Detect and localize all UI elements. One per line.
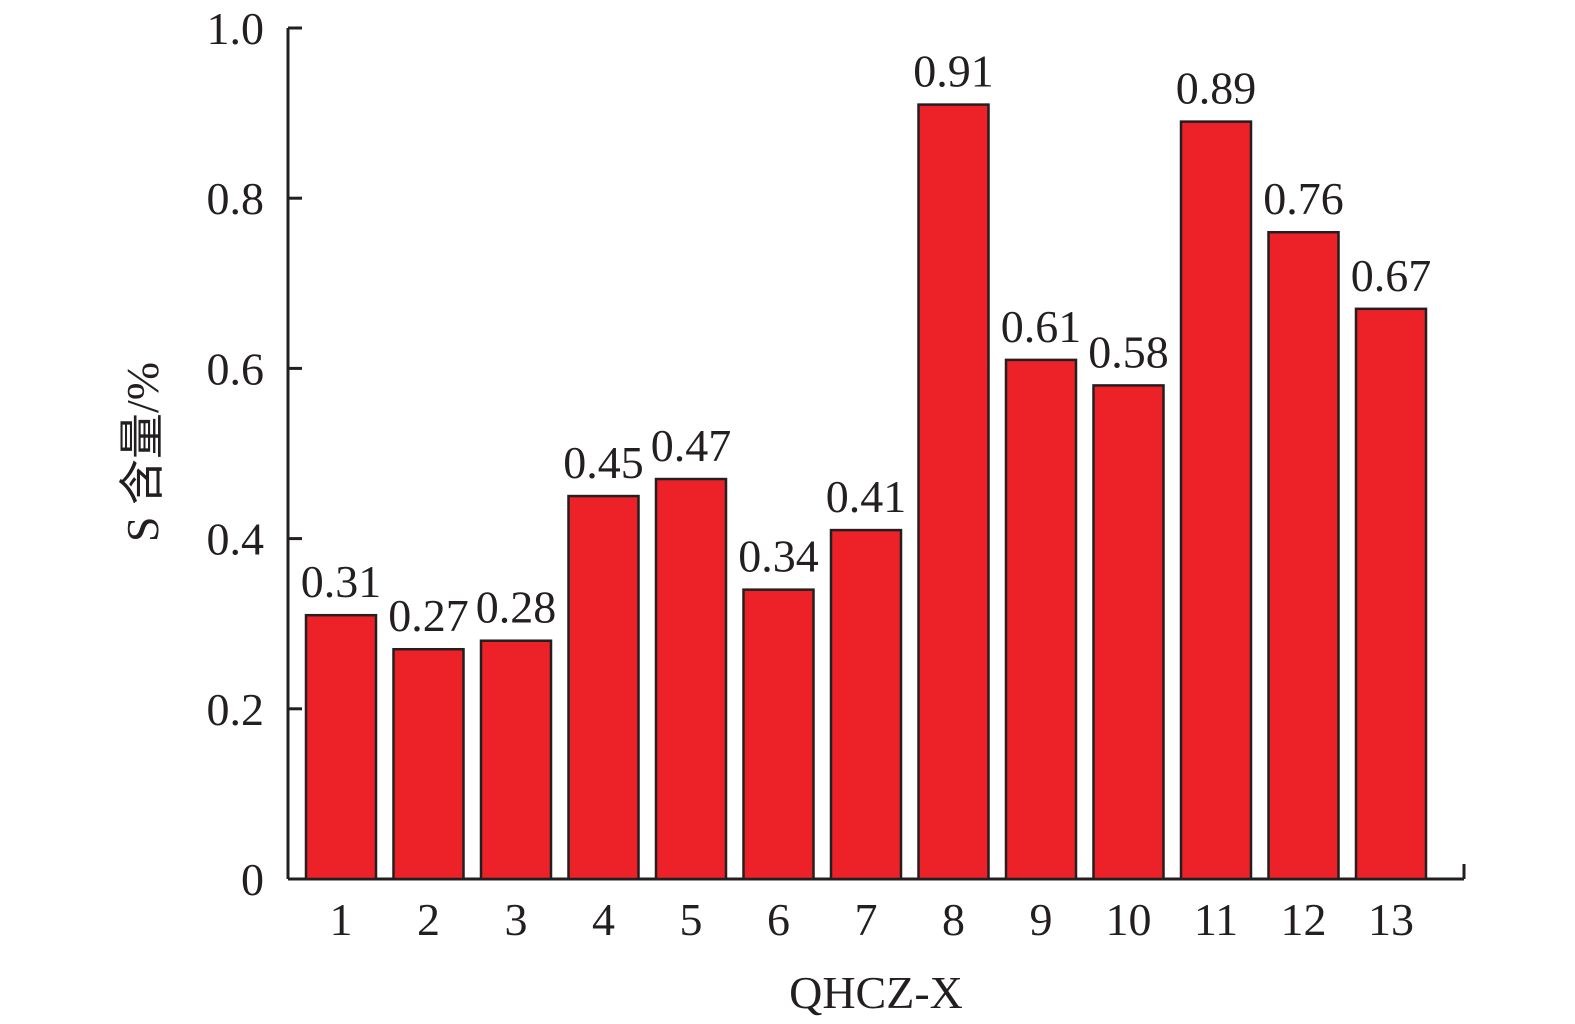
bar-13 [1354,307,1428,881]
bar-2 [392,647,465,881]
data-label-1: 0.31 [301,556,382,607]
bar-5 [654,477,728,881]
bar-7 [829,528,903,881]
bar-12 [1267,230,1340,881]
x-tick-label: 6 [767,894,790,945]
bars [304,103,1428,881]
bar-4 [567,494,640,881]
bar-6 [742,588,815,881]
y-tick-label: 0 [241,854,264,905]
y-tick-label: 1.0 [207,3,265,54]
y-tick-label: 0.8 [207,173,265,224]
y-tick-label: 0.4 [207,514,265,565]
data-label-7: 0.41 [826,471,907,522]
x-tick-label: 8 [942,894,965,945]
x-tick-label: 1 [330,894,353,945]
x-tick-label: 5 [680,894,703,945]
x-tick-label: 12 [1281,894,1327,945]
data-label-8: 0.91 [913,46,994,97]
data-labels: 0.310.27 0.28 0.45 0.47 0.340.41 0.91 0.610.58… [301,46,1432,642]
data-label-2: 0.27 [388,590,469,641]
data-label-12: 0.76 [1263,173,1344,224]
y-axis-title: S 含量/% [117,362,168,542]
y-tick-label: 0.2 [207,684,265,735]
data-label-13: 0.67 [1351,250,1432,301]
bar-9 [1004,358,1078,881]
x-tick-label: 11 [1194,894,1238,945]
y-tick-label: 0.6 [207,343,265,394]
plot-area: 00.20.40.60.81.0 0.310.27 0.280.45 0.470.3… [207,3,1466,945]
x-tick-label: 7 [855,894,878,945]
x-tick-label: 10 [1106,894,1152,945]
x-tick-label: 3 [505,894,528,945]
y-axis-ticks: 0 0.2 0.4 0.6 0.8 1.0 [207,3,302,905]
bar-1 [304,613,378,881]
bar-10 [1092,384,1165,881]
x-tick-label: 2 [417,894,440,945]
bar-3 [479,639,553,881]
x-axis-tick-labels: 1 2 3 4 5 6 7 8 9 10 11 12 13 [330,894,1415,945]
data-label-4: 0.45 [563,437,644,488]
data-label-6: 0.34 [738,531,819,582]
data-label-10: 0.58 [1088,326,1169,377]
x-tick-label: 9 [1030,894,1053,945]
data-label-3: 0.28 [476,582,557,633]
bar-8 [917,103,990,881]
bar-11 [1179,120,1253,881]
x-tick-label: 13 [1368,894,1414,945]
x-axis-title: QHCZ-X [789,967,963,1018]
data-label-11: 0.89 [1176,63,1257,114]
x-tick-label: 4 [592,894,615,945]
data-label-9: 0.61 [1001,301,1082,352]
data-label-5: 0.47 [651,420,732,471]
